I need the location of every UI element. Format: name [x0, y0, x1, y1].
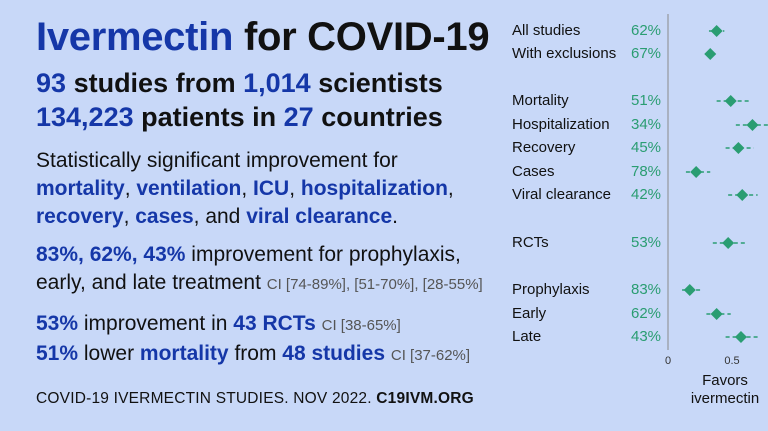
studies-stat: 93 studies from 1,014 scientists	[36, 66, 501, 100]
mortality-word: mortality	[139, 342, 229, 365]
mortality-ci: CI [37-62%]	[390, 347, 471, 364]
row-label: With exclusions	[512, 45, 617, 62]
row-percent: 67%	[631, 45, 662, 62]
footer-source: COVID-19 IVERMECTIN STUDIES. NOV 2022. C…	[36, 390, 474, 408]
row-percent: 45%	[631, 139, 662, 156]
patients-stat: 134,223 patients in 27 countries	[36, 100, 501, 134]
treatment-paragraph: 83%, 62%, 43% improvement for prophylaxi…	[36, 241, 501, 299]
x-tick-label: 0	[665, 355, 671, 367]
effect-point	[710, 308, 723, 320]
sep: ,	[241, 177, 254, 200]
countries-text: countries	[321, 102, 443, 132]
effect-point	[724, 95, 737, 107]
row-percent: 62%	[631, 22, 662, 39]
outcome-hospitalization: hospitalization	[300, 177, 448, 200]
row-label: All studies	[512, 22, 581, 39]
scientists-text: scientists	[318, 68, 443, 98]
row-percent: 51%	[631, 92, 662, 109]
rct-ci: CI [38-65%]	[321, 317, 401, 334]
row-percent: 53%	[631, 234, 662, 251]
headline-topic: for COVID-19	[243, 15, 490, 59]
row-label: Recovery	[512, 139, 576, 156]
outcome-mortality: mortality	[36, 177, 125, 200]
mortality-mid: lower	[83, 342, 135, 365]
mortality-count: 48	[282, 342, 306, 365]
effect-point	[746, 119, 759, 131]
effect-point	[683, 284, 696, 296]
x-tick-label: 0.5	[724, 355, 739, 367]
mortality-end: studies	[311, 342, 386, 365]
row-label: Early	[512, 305, 547, 322]
row-label: RCTs	[512, 234, 549, 251]
scientists-count: 1,014	[243, 68, 311, 98]
patients-mid: patients in	[141, 102, 277, 132]
effect-point	[732, 142, 745, 154]
outcome-viral-clearance: viral clearance	[246, 205, 393, 228]
effect-point	[704, 48, 717, 60]
treatment-pcts: 83%, 62%, 43%	[36, 243, 186, 266]
row-percent: 42%	[631, 186, 662, 203]
forest-plot: 0 0.5 Favors ivermectin All studies 62% Wit…	[500, 0, 768, 431]
row-label: Viral clearance	[512, 186, 611, 203]
mortality-from: from	[234, 342, 277, 365]
sep-and: , and	[193, 205, 247, 228]
footer-site-rest: IVM.ORG	[405, 390, 474, 407]
outcome-recovery: recovery	[36, 205, 124, 228]
effect-point	[722, 237, 735, 249]
outcome-ventilation: ventilation	[136, 177, 242, 200]
footer-site-bold: C19	[376, 390, 406, 407]
sep: ,	[447, 177, 454, 200]
effect-point	[690, 166, 703, 178]
headline: Ivermectin for COVID-19	[36, 12, 501, 62]
row-percent: 78%	[631, 163, 662, 180]
forest-plot-svg: 0 0.5	[665, 14, 768, 367]
rct-pct: 53%	[36, 312, 79, 335]
rct-count: 43 RCTs	[233, 312, 316, 335]
row-percent: 43%	[631, 328, 662, 345]
treatment-text1: improvement for prophylaxis,	[191, 243, 461, 266]
significance-intro: Statistically significant improvement fo…	[36, 149, 398, 172]
summary-panel: Ivermectin for COVID-19 93 studies from …	[36, 12, 501, 370]
x-axis-label: Favors ivermectin	[690, 372, 760, 407]
effect-point	[710, 25, 723, 37]
outcome-icu: ICU	[253, 177, 290, 200]
effect-point	[734, 331, 747, 343]
row-percent: 62%	[631, 305, 662, 322]
significance-paragraph: Statistically significant improvement fo…	[36, 147, 501, 231]
footer-text: COVID-19 IVERMECTIN STUDIES. NOV 2022.	[36, 390, 372, 407]
mortality-pct: 51%	[36, 342, 79, 365]
row-percent: 83%	[631, 281, 662, 298]
sep: ,	[124, 177, 137, 200]
period: .	[392, 205, 398, 228]
studies-count: 93	[36, 68, 67, 98]
row-label: Mortality	[512, 92, 569, 109]
row-label: Late	[512, 328, 542, 345]
effect-point	[736, 189, 749, 201]
sep: ,	[289, 177, 301, 200]
treatment-text2: early, and late treatment	[36, 271, 261, 294]
rct-line: 53% improvement in 43 RCTs CI [38-65%] 51…	[36, 310, 501, 370]
sep: ,	[123, 205, 136, 228]
outcome-cases: cases	[135, 205, 194, 228]
row-label: Cases	[512, 163, 555, 180]
countries-count: 27	[283, 102, 314, 132]
studies-mid: studies from	[73, 68, 236, 98]
row-percent: 34%	[631, 116, 662, 133]
row-label: Hospitalization	[512, 116, 610, 133]
rct-mid: improvement in	[83, 312, 228, 335]
headline-drug: Ivermectin	[36, 15, 234, 59]
treatment-ci: CI [74-89%], [51-70%], [28-55%]	[266, 276, 483, 293]
patients-count: 134,223	[36, 102, 134, 132]
row-label: Prophylaxis	[512, 281, 590, 298]
